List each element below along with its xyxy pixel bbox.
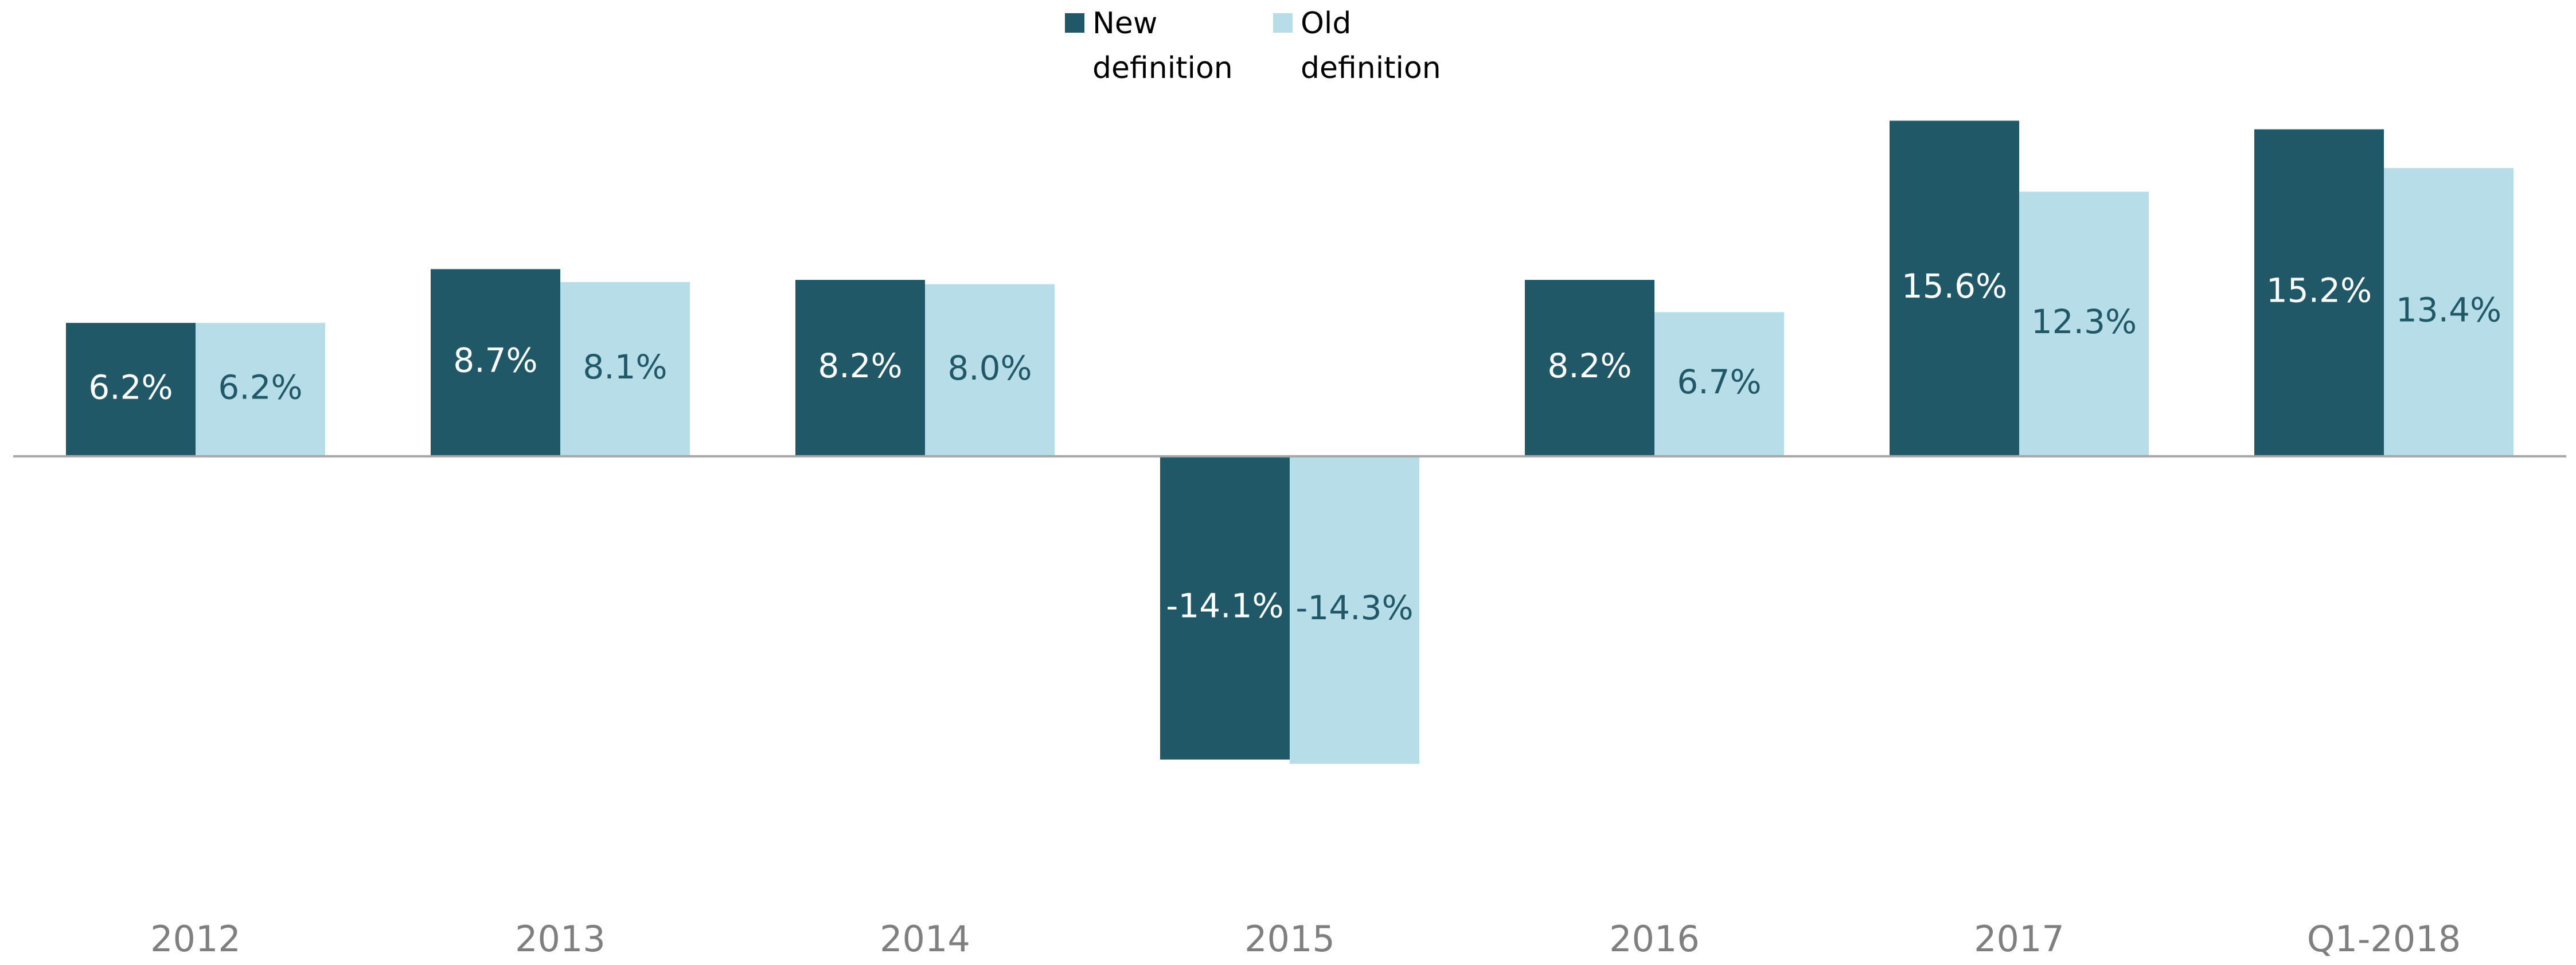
value-label: 6.2% [218,368,302,407]
value-label: 12.3% [2031,302,2137,341]
bar [1890,120,2019,456]
value-label: -14.1% [1166,586,1283,625]
bar [66,323,196,456]
value-label: -14.3% [1295,588,1413,627]
x-tick-label: 2014 [880,918,970,960]
legend-entry: New definition [1092,6,1233,85]
x-tick-label: 2017 [1974,918,2064,960]
x-tick-label: 2012 [150,918,241,960]
value-label: 13.4% [2396,290,2501,329]
legend-entry: Old definition [1301,6,1441,85]
value-label: 15.2% [2266,271,2372,310]
legend-label: New definition [1092,6,1233,85]
value-label: 15.6% [1902,267,2007,306]
x-tick-label: 2015 [1244,918,1335,960]
bar [1290,456,1419,764]
value-label: 8.0% [947,349,1032,388]
bar [2384,168,2513,456]
bar [560,282,690,456]
bar [431,269,560,456]
bar [795,280,925,456]
bar [1525,280,1654,456]
legend-swatch [1273,13,1293,33]
x-tick-label: 2016 [1609,918,1700,960]
x-tick-label: Q1-2018 [2307,918,2461,960]
value-label: 6.7% [1677,362,1761,401]
bar [925,284,1055,456]
bar [1654,312,1784,456]
value-label: 8.2% [1547,346,1632,385]
value-label: 6.2% [88,368,173,407]
x-tick-label: 2013 [515,918,606,960]
bar [196,323,325,456]
legend-swatch [1065,13,1084,33]
value-label: 8.2% [818,346,902,385]
bar [1160,456,1290,760]
value-label: 8.7% [453,341,537,380]
bar [2254,129,2384,456]
value-label: 8.1% [583,347,667,386]
bar [2019,192,2149,456]
legend-label: Old definition [1301,6,1441,85]
